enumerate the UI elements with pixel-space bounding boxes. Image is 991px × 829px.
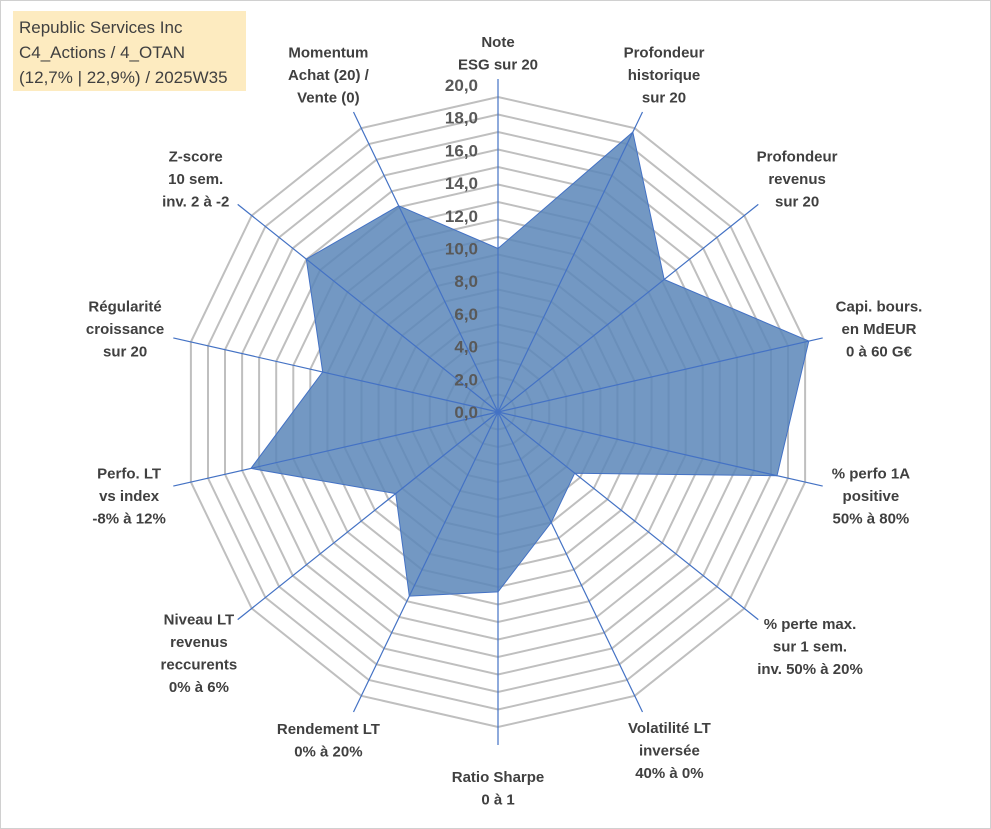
axis-label-line: sur 1 sem.	[773, 638, 847, 655]
axis-label-line: revenus	[768, 171, 826, 188]
axis-label-line: 0% à 20%	[294, 743, 362, 760]
axis-label-line: Profondeur	[624, 45, 705, 62]
axis-label-line: -8% à 12%	[92, 511, 165, 528]
axis-label: Rendement LT 0% à 20%	[277, 721, 380, 761]
r-tick-label: 14,0	[445, 174, 478, 193]
axis-label-line: inv. 2 à -2	[162, 194, 229, 211]
axis-label-line: Vente (0)	[297, 90, 360, 107]
axis-label: Capi. bours. en MdEUR 0 à 60 G€	[836, 299, 923, 361]
axis-spoke	[497, 203, 759, 413]
axis-spoke	[497, 411, 759, 621]
axis-label-line: Perfo. LT	[97, 466, 161, 483]
radar-area	[250, 131, 810, 597]
axis-label: Profondeur historique sur 20	[624, 45, 705, 107]
axis-label-line: vs index	[99, 488, 160, 505]
axis-spoke	[352, 111, 499, 413]
axis-label-line: 0 à 60 G€	[846, 344, 913, 361]
axis-label: Perfo. LT vs index -8% à 12%	[92, 466, 165, 528]
performance-period: (12,7% | 22,9%) / 2025W35	[19, 68, 228, 87]
axis-spoke	[497, 111, 644, 413]
axis-spoke	[173, 411, 499, 487]
axis-label-line: Volatilité LT	[628, 720, 711, 737]
data-area-polygon	[250, 131, 810, 597]
axis-label: Momentum Achat (20) / Vente (0)	[288, 45, 370, 107]
company-name: Republic Services Inc	[19, 18, 183, 37]
r-tick-label: 10,0	[445, 240, 478, 259]
axis-label-line: inversée	[639, 742, 700, 759]
axis-label-line: Note	[481, 34, 514, 51]
axis-label-line: Profondeur	[757, 149, 838, 166]
axis-label-line: 0 à 1	[481, 791, 514, 808]
axis-label-line: sur 20	[103, 344, 147, 361]
axis-spoke	[237, 203, 499, 413]
axis-label-line: historique	[628, 67, 701, 84]
axis-label-line: Achat (20) /	[288, 67, 370, 84]
axis-label: % perte max. sur 1 sem. inv. 50% à 20%	[757, 616, 863, 678]
axis-label-line: 10 sem.	[168, 171, 223, 188]
axis-label: Note ESG sur 20	[458, 34, 538, 74]
axis-label-line: 0% à 6%	[169, 679, 229, 696]
axis-label-line: ESG sur 20	[458, 56, 538, 73]
r-tick-label: 6,0	[454, 305, 478, 324]
axis-label: Ratio Sharpe 0 à 1	[452, 769, 545, 809]
axis-spoke	[352, 411, 499, 713]
r-tick-label: 0,0	[454, 403, 478, 422]
axis-label-line: en MdEUR	[842, 321, 917, 338]
axis-label: Z-score 10 sem. inv. 2 à -2	[162, 149, 229, 211]
axis-label-line: inv. 50% à 20%	[757, 661, 863, 678]
axis-label-line: Rendement LT	[277, 721, 380, 738]
axis-label-line: positive	[843, 488, 900, 505]
axis-label-line: Momentum	[288, 45, 368, 62]
axis-spoke	[497, 411, 644, 713]
axis-label-line: Z-score	[169, 149, 223, 166]
axis-label-line: reccurents	[161, 657, 238, 674]
axis-label-line: sur 20	[775, 194, 819, 211]
axis-label-line: % perfo 1A	[832, 466, 911, 483]
axis-spoke	[173, 337, 499, 413]
axis-spoke	[497, 337, 823, 413]
axis-label-line: Niveau LT	[164, 612, 235, 629]
radar-tick-labels: 0,0 2,0 4,0 6,0 8,0 10,0 12,0 14,0 16,0 18,0 20,0	[445, 76, 478, 422]
r-tick-label: 12,0	[445, 207, 478, 226]
r-tick-label: 8,0	[454, 272, 478, 291]
axis-label: Régularité croissance sur 20	[86, 299, 164, 361]
axis-label-line: 40% à 0%	[635, 765, 703, 782]
radar-axis-labels: Note ESG sur 20 Profondeur historique sur 20…	[86, 34, 922, 809]
r-tick-label: 4,0	[454, 338, 478, 357]
axis-label-line: croissance	[86, 321, 164, 338]
radar-spokes	[173, 79, 823, 745]
axis-spoke	[237, 411, 499, 621]
r-tick-label: 18,0	[445, 109, 478, 128]
r-tick-label: 20,0	[445, 76, 478, 95]
axis-label: % perfo 1A positive 50% à 80%	[832, 466, 911, 528]
axis-label: Profondeur revenus sur 20	[757, 149, 838, 211]
info-box: Republic Services Inc C4_Actions / 4_OTA…	[13, 11, 246, 91]
axis-label-line: 50% à 80%	[833, 511, 910, 528]
r-tick-label: 16,0	[445, 141, 478, 160]
axis-spoke	[497, 411, 823, 487]
axis-label: Volatilité LT inversée 40% à 0%	[628, 720, 711, 782]
axis-label-line: Capi. bours.	[836, 299, 923, 316]
axis-label-line: sur 20	[642, 90, 686, 107]
portfolio-category: C4_Actions / 4_OTAN	[19, 43, 185, 62]
axis-label-line: Ratio Sharpe	[452, 769, 545, 786]
axis-label-line: % perte max.	[764, 616, 857, 633]
axis-label-line: Régularité	[88, 299, 161, 316]
r-tick-label: 2,0	[454, 370, 478, 389]
axis-label-line: revenus	[170, 634, 228, 651]
axis-label: Niveau LT revenus reccurents 0% à 6%	[161, 612, 238, 697]
